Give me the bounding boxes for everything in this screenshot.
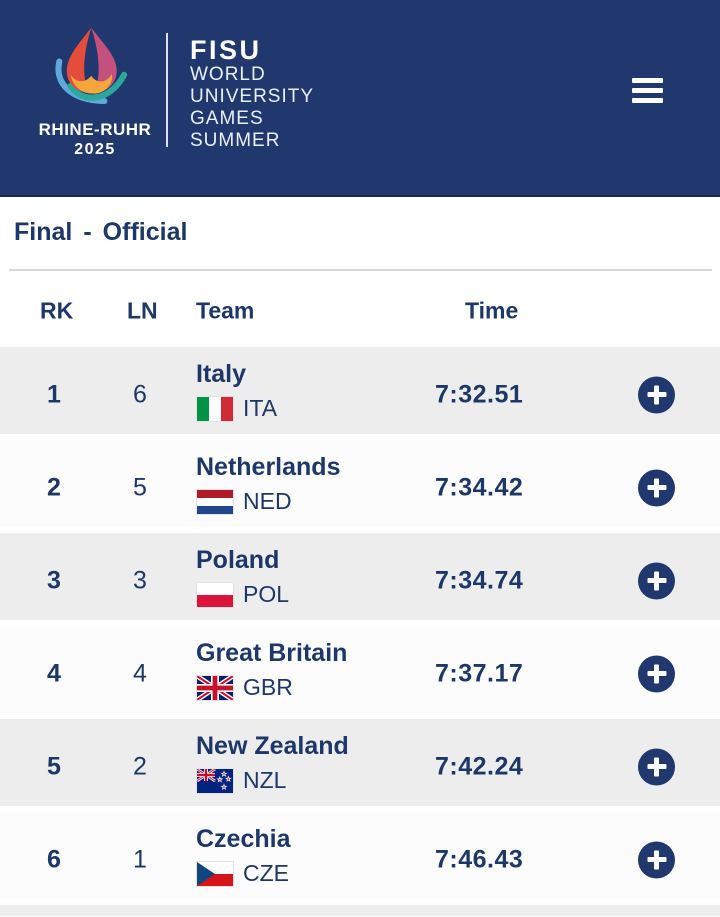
table-row: 4 4 Great Britain GBR 7:37.17 [0,626,720,713]
brand-line-summer: SUMMER [190,130,281,151]
lane-value: 6 [133,380,147,408]
table-row: 1 6 Italy ITA 7:32.51 [0,347,720,434]
column-header-team: Team [196,297,255,324]
fisu-wordmark: FISU [190,35,262,65]
table-row: 5 2 New Zealand NZL 7:42.24 [0,719,720,806]
team-name: Italy [196,360,247,388]
lane-value: 3 [133,566,147,594]
page-title: Final - Official [14,218,720,247]
status-label: Official [102,218,188,246]
expand-row-button[interactable] [638,841,675,878]
expand-row-button[interactable] [638,376,675,413]
team-subline: CZE [196,860,290,887]
team-cell: New Zealand NZL [196,732,349,794]
flag-icon-gbr [196,674,234,701]
lane-value: 2 [133,752,147,780]
team-name: New Zealand [196,732,349,760]
table-body: 1 6 Italy ITA 7:32.51 2 5 Netherlands NE… [0,347,720,899]
next-row-peek [0,905,720,916]
team-name: Czechia [196,825,291,853]
flame-logo-icon [55,27,128,105]
hamburger-icon [632,78,663,83]
flag-icon-ita [196,395,234,422]
team-cell: Poland POL [196,546,289,608]
time-value: 7:46.43 [435,845,524,873]
plus-icon [647,857,666,862]
rank-value: 2 [47,473,61,501]
table-row: 6 1 Czechia CZE 7:46.43 [0,812,720,899]
brand-wordmark: FISU WORLD UNIVERSITY GAMES SUMMER [190,36,314,152]
rank-value: 6 [47,845,61,873]
header-divider [166,33,168,147]
column-header-time: Time [465,297,519,324]
table-row: 2 5 Netherlands NED 7:34.42 [0,440,720,527]
team-subline: NZL [196,767,349,794]
rank-value: 5 [47,752,61,780]
time-value: 7:42.24 [435,752,524,780]
rank-value: 3 [47,566,61,594]
flag-icon-ned [196,488,234,515]
time-value: 7:32.51 [435,380,524,408]
team-name: Netherlands [196,453,341,481]
event-logo: RHINE-RUHR 2025 [30,24,160,159]
team-subline: NED [196,488,340,515]
team-subline: ITA [196,395,277,422]
phase-label: Final [14,218,73,246]
expand-row-button[interactable] [638,562,675,599]
expand-row-button[interactable] [638,748,675,785]
time-value: 7:37.17 [435,659,524,687]
menu-button[interactable] [632,77,663,104]
country-code: POL [243,581,290,607]
plus-icon [647,485,666,490]
plus-icon [647,578,666,583]
team-name: Great Britain [196,639,348,667]
event-year-label: 2025 [74,141,116,158]
brand-line-world: WORLD [190,64,266,85]
country-code: GBR [243,674,293,700]
team-name: Poland [196,546,280,574]
expand-row-button[interactable] [638,469,675,506]
team-cell: Czechia CZE [196,825,290,887]
lane-value: 5 [133,473,147,501]
flag-icon-cze [196,860,234,887]
time-value: 7:34.42 [435,473,524,501]
results-table: RK LN Team Time 1 6 Italy ITA 7:32.51 2 … [0,271,720,899]
time-value: 7:34.74 [435,566,524,594]
team-cell: Italy ITA [196,360,277,422]
rank-value: 4 [47,659,61,687]
plus-icon [647,764,666,769]
country-code: CZE [243,860,289,886]
title-divider [9,269,712,271]
table-header-row: RK LN Team Time [0,271,720,347]
team-cell: Netherlands NED [196,453,340,515]
column-header-lane: LN [127,297,158,324]
expand-row-button[interactable] [638,655,675,692]
team-cell: Great Britain GBR [196,639,347,701]
brand-line-university: UNIVERSITY [190,86,315,107]
plus-icon [647,671,666,676]
lane-value: 1 [133,845,147,873]
plus-icon [647,392,666,397]
event-name-label: RHINE-RUHR [38,120,152,139]
country-code: NZL [243,767,287,793]
country-code: ITA [243,395,278,421]
column-header-rank: RK [40,297,74,324]
lane-value: 4 [133,659,147,687]
app-header: RHINE-RUHR 2025 FISU WORLD UNIVERSITY GA… [0,0,720,197]
flag-icon-nzl [196,767,234,794]
table-row: 3 3 Poland POL 7:34.74 [0,533,720,620]
country-code: NED [243,488,292,514]
brand-line-games: GAMES [190,108,264,129]
team-subline: GBR [196,674,347,701]
flag-icon-pol [196,581,234,608]
title-separator: - [83,218,92,246]
rank-value: 1 [47,380,61,408]
team-subline: POL [196,581,289,608]
